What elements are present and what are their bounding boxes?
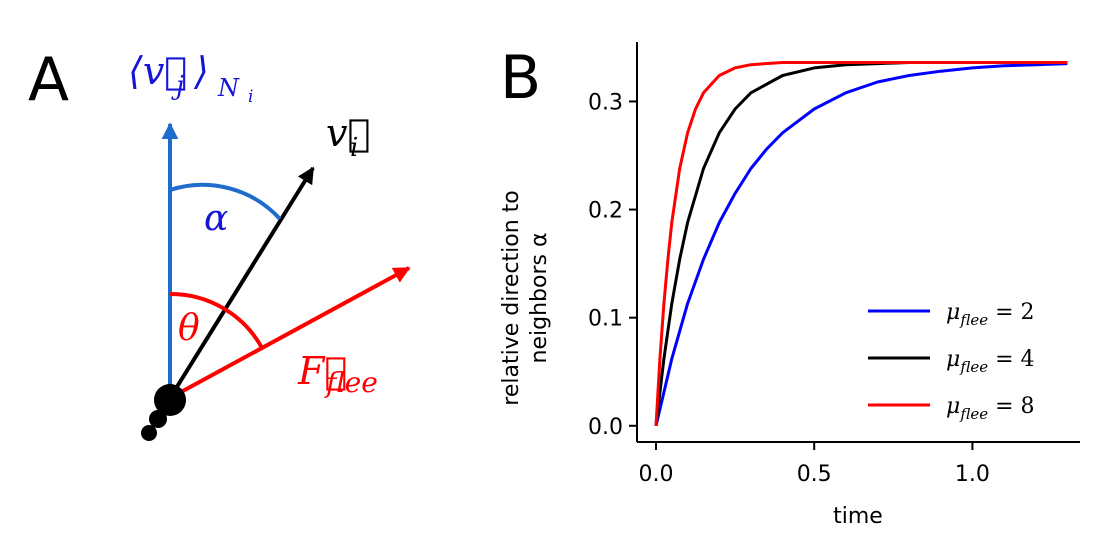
neighbor-vector-label: ⟨v⃗ j ⟩ N i xyxy=(128,49,253,107)
y-axis-label-line1: relative direction to xyxy=(499,190,524,405)
x-axis-label: time xyxy=(833,504,883,529)
theta-arc xyxy=(169,291,264,349)
flee-force-main: F⃗ xyxy=(297,349,347,393)
panel-a-letter: A xyxy=(28,45,69,115)
legend-value: = 8 xyxy=(988,394,1034,419)
neighbor-vector-sub-n: N xyxy=(217,74,240,102)
panel-b-letter: B xyxy=(500,43,541,113)
y-tick-label: 0.3 xyxy=(588,90,623,115)
panel-b: B 0.0 0.5 1.0 0.0 0.1 0.2 0.3 time relative di… xyxy=(499,42,1080,529)
focal-vector-sub: i xyxy=(350,133,358,163)
legend-subscript: flee xyxy=(959,405,988,423)
flee-force-sub: flee xyxy=(324,366,378,399)
legend-label: μflee = 4 xyxy=(946,347,1035,376)
legend-subscript: flee xyxy=(959,358,988,376)
legend-value: = 2 xyxy=(988,300,1034,325)
neighbor-vector-close: ⟩ xyxy=(193,49,209,93)
series-line-3 xyxy=(654,61,1068,426)
legend-symbol: μ xyxy=(946,300,960,325)
series-layer xyxy=(654,61,1068,427)
focal-vector-label: v⃗ i xyxy=(326,111,370,163)
legend-value: = 4 xyxy=(988,347,1034,372)
legend-subscript: flee xyxy=(959,311,988,329)
y-tick-label: 0.1 xyxy=(588,307,623,332)
legend-symbol: μ xyxy=(946,394,960,419)
y-axis-label: relative direction to neighbors α xyxy=(499,190,552,405)
y-tick-label: 0.0 xyxy=(588,415,623,440)
x-tick-label: 0.0 xyxy=(638,462,673,487)
legend-symbol: μ xyxy=(946,347,960,372)
tick-layer: 0.0 0.5 1.0 0.0 0.1 0.2 0.3 xyxy=(588,90,990,487)
alpha-arc xyxy=(169,182,282,221)
x-tick-label: 0.5 xyxy=(797,462,832,487)
focal-vector-main: v⃗ xyxy=(326,111,370,155)
series-line-1 xyxy=(654,62,1068,427)
flee-force-label: F⃗ flee xyxy=(297,349,378,399)
theta-label: θ xyxy=(178,308,200,349)
neighbor-vector-sub-i: i xyxy=(248,87,253,107)
fish-tail-dot xyxy=(141,425,157,441)
alpha-label: α xyxy=(204,198,228,239)
fish-head-dot xyxy=(154,384,186,416)
fish-body-dot xyxy=(149,410,167,428)
focal-vector-arrow xyxy=(168,166,315,400)
panel-a: A ⟨v⃗ j ⟩ N i α θ v⃗ i F⃗ flee xyxy=(28,45,411,441)
legend-label: μflee = 8 xyxy=(946,394,1035,423)
flee-force-arrow xyxy=(169,266,411,400)
plot-area: 0.0 0.5 1.0 0.0 0.1 0.2 0.3 xyxy=(588,42,1080,487)
x-tick-label: 1.0 xyxy=(955,462,990,487)
y-tick-label: 0.2 xyxy=(588,199,623,224)
y-axis-label-line2: neighbors α xyxy=(527,233,552,364)
neighbor-vector-main: ⟨v⃗ xyxy=(128,49,187,93)
legend-label: μflee = 2 xyxy=(946,300,1035,329)
